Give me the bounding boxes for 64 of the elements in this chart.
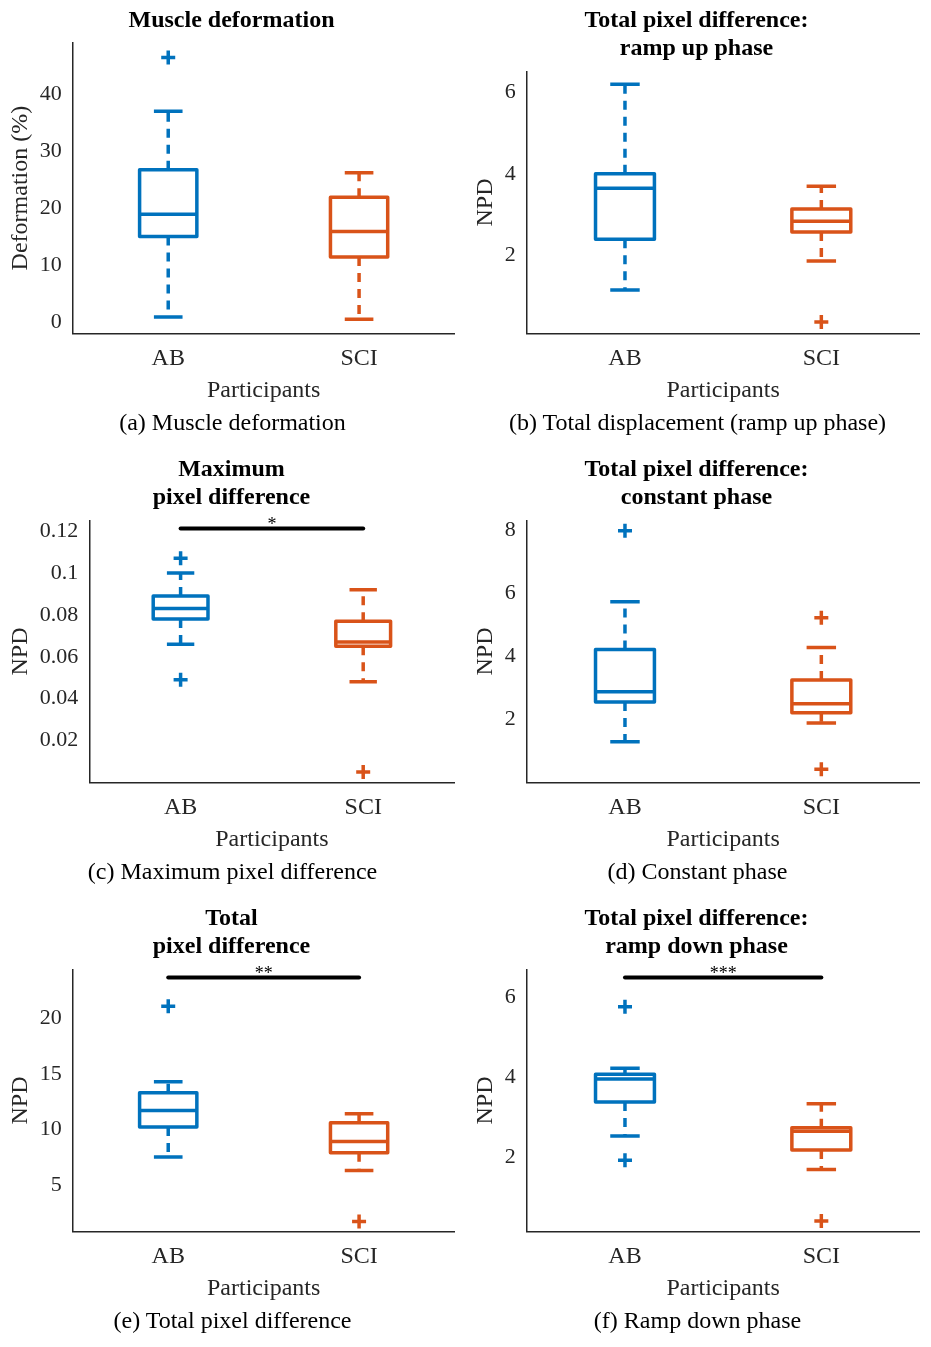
chart-title: Total pixel difference [152,903,311,959]
y-tick-label: 0.06 [39,642,79,668]
x-tick-label: AB [151,344,185,371]
y-tick-label: 4 [504,642,516,668]
text: (f) Ramp down phase [592,1307,803,1334]
y-tick-label: 10 [39,250,62,276]
y-axis-title: NPD [470,178,497,227]
x-tick-label: SCI [802,1242,840,1269]
y-tick-label: 15 [39,1059,62,1085]
text: (d) Constant phase [606,858,789,885]
x-tick-label: SCI [802,344,840,371]
y-tick-label: 4 [504,159,516,185]
y-tick-label: 30 [39,136,62,162]
y-tick-label: 5 [50,1170,62,1196]
text: (a) Muscle deformation [118,409,347,436]
y-tick-label: 4 [504,1063,516,1089]
x-tick-label: SCI [344,793,382,820]
y-tick-label: 0.08 [39,600,79,626]
y-tick-label: 8 [504,515,516,541]
text: (c) Maximum pixel difference [86,858,379,885]
chart-title: Total pixel difference: constant phase [584,454,809,510]
y-tick-label: 40 [39,79,62,105]
annotation: *** [709,963,737,984]
y-axis-title: NPD [5,627,32,676]
x-tick-label: AB [151,1242,185,1269]
text: (e) Total pixel difference [112,1307,353,1334]
annotation: * [267,514,277,535]
x-axis-title: Participants [215,824,329,851]
text: (b) Total displacement (ramp up phase) [507,409,888,436]
x-tick-label: AB [608,344,642,371]
y-tick-label: 2 [504,1142,516,1168]
y-tick-label: 0.02 [39,726,79,752]
y-tick-label: 0.04 [39,684,79,710]
y-axis-title: NPD [470,627,497,676]
y-tick-label: 6 [504,578,516,604]
annotation: ** [254,963,273,984]
chart-title: Total pixel difference: ramp up phase [584,5,809,61]
y-tick-label: 0.12 [39,516,79,542]
y-tick-label: 20 [39,1004,62,1030]
y-axis-title: NPD [470,1076,497,1125]
x-axis-title: Participants [666,375,780,402]
x-tick-label: AB [608,1242,642,1269]
y-tick-label: 6 [504,77,516,103]
x-axis-title: Participants [666,1273,780,1300]
x-tick-label: SCI [340,1242,378,1269]
x-tick-label: SCI [802,793,840,820]
x-tick-label: AB [608,793,642,820]
chart-title: Total pixel difference: ramp down phase [584,903,809,959]
y-tick-label: 0.1 [50,558,79,584]
x-axis-title: Participants [666,824,780,851]
x-axis-title: Participants [206,375,321,402]
y-tick-label: 0 [50,307,62,333]
x-axis-title: Participants [206,1273,321,1300]
x-tick-label: AB [163,793,198,820]
chart-title: Muscle deformation [128,5,335,32]
y-tick-label: 2 [504,241,516,267]
y-axis-title: Deformation (%) [5,105,32,271]
y-tick-label: 6 [504,983,516,1009]
y-tick-label: 10 [39,1115,62,1141]
y-axis-title: NPD [5,1076,32,1125]
x-tick-label: SCI [340,344,378,371]
y-tick-label: 20 [39,193,62,219]
y-tick-label: 2 [504,705,516,731]
chart-title: Maximum pixel difference [152,454,311,510]
